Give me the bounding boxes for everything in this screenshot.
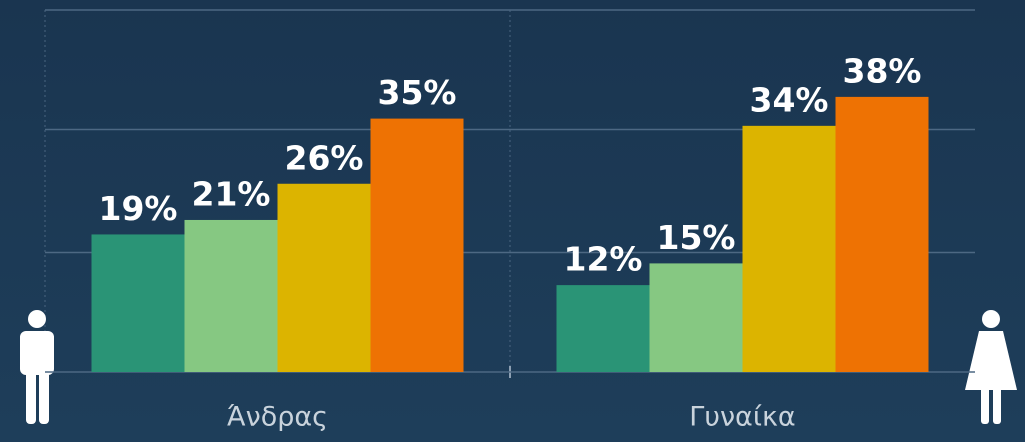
bar	[277, 183, 371, 372]
value-label: 12%	[564, 240, 643, 279]
value-label: 35%	[378, 73, 457, 112]
bar	[370, 118, 464, 372]
value-label: 38%	[843, 51, 922, 90]
value-label: 26%	[285, 138, 364, 177]
bar	[91, 234, 185, 372]
x-tick-label: Άνδρας	[227, 402, 328, 433]
bar	[649, 263, 743, 372]
value-label: 19%	[99, 189, 178, 228]
value-label: 21%	[192, 174, 271, 213]
value-label: 15%	[657, 218, 736, 257]
plot: Άνδρας 19% 21% 26% 35% Γυναίκα 12% 15% 34% 38%	[45, 9, 975, 433]
bar	[742, 125, 836, 372]
bar	[835, 96, 929, 372]
bar	[184, 219, 278, 372]
bar	[556, 285, 650, 372]
male-icon	[20, 310, 54, 424]
x-tick-label: Γυναίκα	[689, 402, 795, 433]
female-icon	[965, 310, 1017, 424]
value-label: 34%	[750, 80, 829, 119]
